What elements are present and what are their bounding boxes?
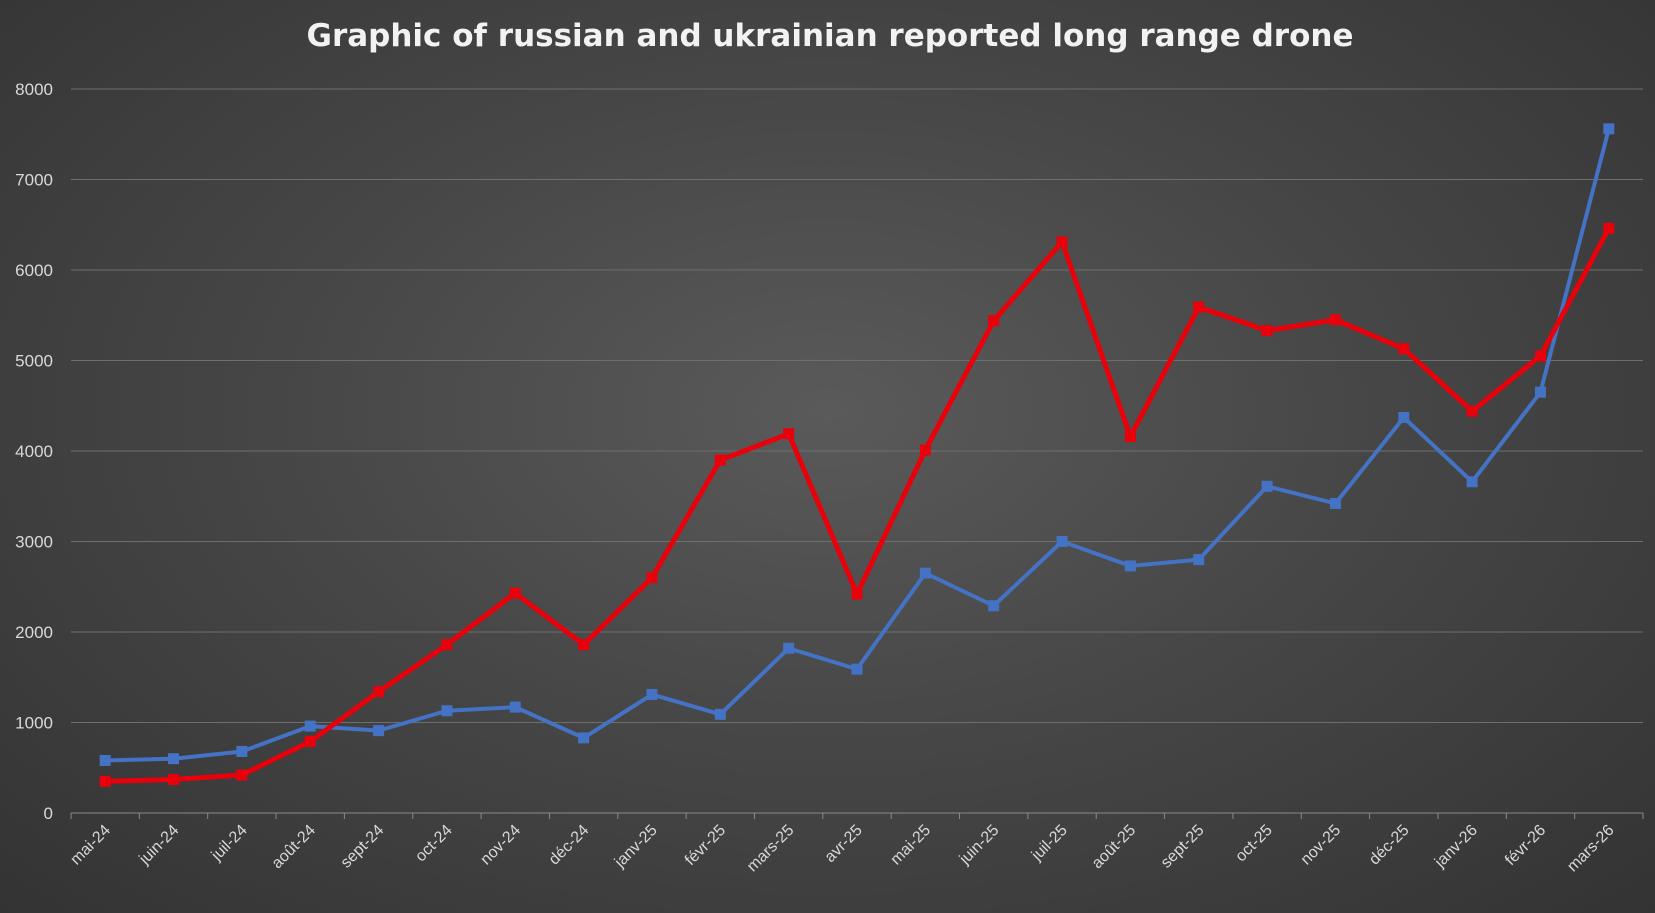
data-point bbox=[1466, 476, 1478, 488]
data-point bbox=[851, 663, 863, 675]
x-tick-label: févr-25 bbox=[682, 822, 729, 869]
series-line bbox=[105, 227, 1612, 784]
x-tick-label: juil-24 bbox=[208, 822, 251, 865]
x-tick-label: oct-25 bbox=[1232, 822, 1276, 866]
x-tick-label: déc-24 bbox=[546, 822, 593, 869]
y-tick-label: 4000 bbox=[15, 442, 53, 461]
x-tick-label: mars-26 bbox=[1564, 822, 1618, 876]
data-point bbox=[99, 755, 111, 767]
data-point bbox=[1261, 325, 1273, 337]
data-point bbox=[236, 745, 248, 757]
data-point bbox=[304, 720, 316, 732]
y-tick-label: 5000 bbox=[15, 352, 53, 371]
x-axis-ticks: mai-24 juin-24 juil-24 août-24 sept-24 oct-24… bbox=[67, 822, 1617, 876]
data-point bbox=[988, 600, 1000, 612]
x-tick-label: mai-24 bbox=[67, 822, 114, 869]
x-tick-label: juil-25 bbox=[1028, 822, 1071, 865]
gridlines bbox=[70, 88, 1644, 819]
x-tick-label: janv-26 bbox=[1431, 822, 1481, 872]
data-point bbox=[168, 774, 180, 786]
data-point bbox=[1466, 405, 1478, 417]
x-tick-label: juin-24 bbox=[136, 822, 183, 869]
data-point bbox=[1534, 350, 1546, 362]
data-point bbox=[714, 454, 726, 466]
data-point bbox=[373, 725, 385, 737]
data-point bbox=[1534, 386, 1546, 398]
data-point bbox=[441, 705, 453, 717]
data-point bbox=[99, 775, 111, 787]
data-point bbox=[919, 444, 931, 456]
x-tick-label: mars-25 bbox=[744, 822, 798, 876]
y-tick-label: 1000 bbox=[15, 714, 53, 733]
data-point bbox=[509, 701, 521, 713]
y-tick-label: 0 bbox=[44, 804, 53, 823]
y-tick-label: 6000 bbox=[15, 261, 53, 280]
data-point bbox=[1329, 314, 1341, 326]
x-tick-label: avr-25 bbox=[822, 822, 866, 866]
y-tick-label: 3000 bbox=[15, 533, 53, 552]
data-point bbox=[1603, 222, 1615, 234]
data-point bbox=[1261, 480, 1273, 492]
x-tick-label: sept-24 bbox=[338, 822, 388, 872]
data-point bbox=[1398, 412, 1410, 424]
data-point bbox=[1124, 431, 1136, 443]
x-tick-label: oct-24 bbox=[412, 822, 456, 866]
y-axis-ticks: 0 1000 2000 3000 4000 5000 6000 7000 8000 bbox=[15, 80, 53, 823]
series-0 bbox=[99, 123, 1615, 767]
data-point bbox=[1056, 236, 1068, 248]
data-point bbox=[1193, 554, 1205, 566]
x-tick-label: juin-25 bbox=[956, 822, 1003, 869]
data-point bbox=[1398, 343, 1410, 355]
x-tick-label: déc-25 bbox=[1366, 822, 1413, 869]
data-point bbox=[919, 567, 931, 579]
y-tick-label: 2000 bbox=[15, 623, 53, 642]
data-point bbox=[1124, 560, 1136, 572]
data-point bbox=[578, 639, 590, 651]
data-point bbox=[851, 588, 863, 600]
x-tick-label: sept-25 bbox=[1158, 822, 1208, 872]
chart-title: Graphic of russian and ukrainian reporte… bbox=[307, 18, 1354, 54]
data-point bbox=[783, 428, 795, 440]
x-tick-label: mai-25 bbox=[888, 822, 935, 869]
data-point bbox=[646, 688, 658, 700]
data-point bbox=[236, 769, 248, 781]
data-point bbox=[441, 639, 453, 651]
x-tick-label: août-25 bbox=[1089, 822, 1139, 872]
x-tick-label: janv-25 bbox=[611, 822, 661, 872]
data-point bbox=[578, 732, 590, 744]
data-point bbox=[646, 572, 658, 584]
data-point bbox=[1056, 536, 1068, 547]
data-point bbox=[509, 587, 521, 599]
y-tick-label: 8000 bbox=[15, 80, 53, 99]
data-point bbox=[373, 686, 385, 698]
data-point bbox=[714, 708, 726, 720]
x-tick-label: nov-24 bbox=[477, 822, 524, 869]
series-lines bbox=[99, 123, 1615, 787]
data-point bbox=[1603, 123, 1615, 135]
data-point bbox=[1329, 497, 1341, 509]
x-tick-label: févr-26 bbox=[1502, 822, 1549, 869]
data-point bbox=[783, 642, 795, 654]
x-tick-label: nov-25 bbox=[1298, 822, 1345, 869]
y-tick-label: 7000 bbox=[15, 171, 53, 190]
data-point bbox=[1193, 301, 1205, 313]
series-1 bbox=[99, 222, 1615, 787]
data-point bbox=[304, 736, 316, 748]
x-tick-label: août-24 bbox=[269, 822, 319, 872]
data-point bbox=[168, 753, 180, 765]
data-point bbox=[988, 315, 1000, 327]
